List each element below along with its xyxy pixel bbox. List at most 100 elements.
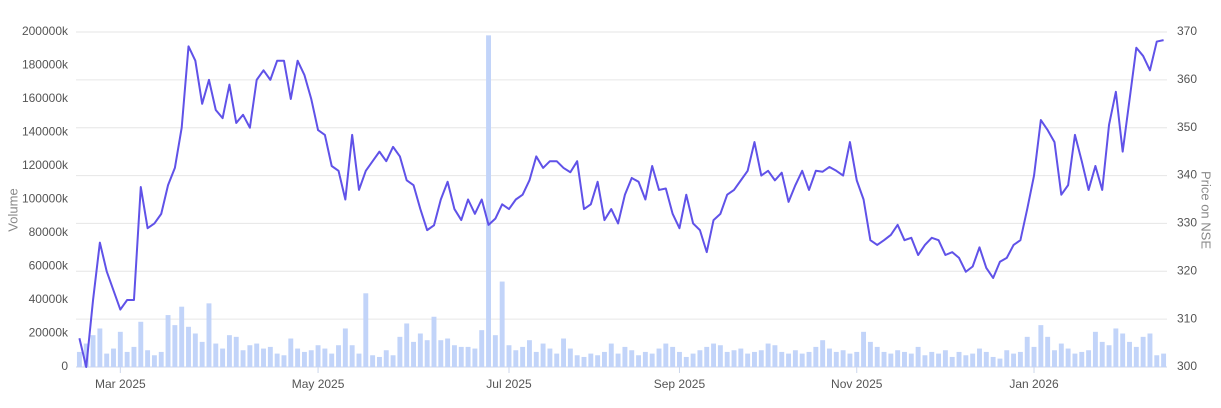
volume-bar bbox=[281, 355, 287, 367]
volume-bar bbox=[417, 333, 423, 367]
volume-bar bbox=[308, 350, 314, 367]
volume-bar bbox=[1127, 341, 1132, 367]
volume-bar bbox=[949, 356, 955, 367]
volume-bar bbox=[561, 338, 566, 367]
volume-bar bbox=[220, 348, 226, 367]
volume-bar bbox=[1133, 346, 1139, 367]
volume-bar bbox=[533, 351, 539, 367]
volume-bar bbox=[990, 356, 996, 367]
volume-bar bbox=[1113, 328, 1119, 367]
y-tick-label: 160000k bbox=[22, 91, 69, 105]
volume-bar bbox=[1052, 350, 1057, 367]
y2-tick-label: 360 bbox=[1177, 72, 1197, 86]
volume-bar bbox=[717, 345, 723, 367]
volume-bar bbox=[581, 356, 587, 367]
volume-bar bbox=[267, 346, 273, 367]
volume-bar bbox=[356, 353, 362, 367]
volume-bar bbox=[1161, 353, 1167, 367]
volume-bar bbox=[151, 355, 157, 367]
volume-bar bbox=[1031, 346, 1037, 367]
volume-bar bbox=[329, 353, 335, 367]
x-tick-label: Jan 2026 bbox=[1009, 377, 1059, 391]
volume-bar bbox=[854, 351, 860, 367]
volume-bar bbox=[799, 353, 805, 367]
volume-bar bbox=[479, 330, 485, 367]
volume-bar bbox=[1038, 325, 1044, 367]
volume-bar bbox=[554, 353, 560, 367]
y-tick-label: 40000k bbox=[29, 292, 69, 306]
volume-bar bbox=[247, 345, 253, 367]
volume-bar bbox=[1079, 351, 1085, 367]
volume-bar bbox=[165, 315, 171, 367]
volume-bar bbox=[465, 346, 471, 367]
volume-bar bbox=[506, 345, 512, 367]
volume-bar bbox=[588, 353, 594, 367]
volume-bar bbox=[111, 348, 116, 367]
y2-tick-label: 350 bbox=[1177, 120, 1197, 134]
volume-bar bbox=[376, 356, 382, 367]
volume-bar bbox=[411, 341, 416, 367]
volume-bar bbox=[867, 341, 873, 367]
volume-bar bbox=[595, 355, 601, 367]
volume-bar bbox=[663, 343, 669, 367]
volume-bar bbox=[90, 335, 96, 367]
x-tick-label: Jul 2025 bbox=[486, 377, 532, 391]
y2-tick-label: 300 bbox=[1177, 359, 1197, 373]
volume-bar bbox=[738, 348, 744, 367]
volume-bar bbox=[526, 340, 532, 367]
volume-bar bbox=[629, 350, 635, 367]
volume-bar bbox=[424, 340, 430, 367]
volume-bar bbox=[615, 353, 621, 367]
y-tick-label: 80000k bbox=[29, 225, 69, 239]
volume-bar bbox=[690, 353, 696, 367]
volume-bar bbox=[540, 343, 546, 367]
volume-bar bbox=[792, 350, 798, 367]
volume-bar bbox=[499, 281, 505, 367]
volume-bar bbox=[963, 355, 969, 367]
y2-axis-title: Price on NSE bbox=[1199, 171, 1214, 249]
volume-bar bbox=[888, 353, 894, 367]
volume-bar bbox=[820, 340, 826, 367]
y2-tick-label: 330 bbox=[1177, 216, 1197, 230]
volume-bar bbox=[649, 353, 655, 367]
volume-bar bbox=[315, 345, 321, 367]
volume-bar bbox=[486, 35, 491, 367]
volume-bar bbox=[608, 343, 614, 367]
volume-bar bbox=[861, 331, 867, 367]
volume-bar bbox=[881, 351, 887, 367]
volume-bar bbox=[656, 348, 662, 367]
volume-bar bbox=[567, 348, 573, 367]
volume-bar bbox=[1024, 336, 1030, 367]
volume-bar bbox=[97, 328, 103, 367]
volume-bar bbox=[472, 348, 478, 367]
volume-bar bbox=[922, 355, 928, 367]
volume-bar bbox=[336, 345, 341, 367]
volume-bar bbox=[513, 350, 519, 367]
volume-bar bbox=[199, 341, 205, 367]
volume-bar bbox=[677, 351, 682, 367]
volume-bar bbox=[383, 350, 389, 367]
volume-bar bbox=[758, 350, 764, 367]
volume-bar bbox=[683, 356, 689, 367]
y-axis-title: Volume bbox=[5, 188, 20, 231]
volume-bar bbox=[349, 345, 355, 367]
volume-bar bbox=[186, 326, 191, 367]
volume-bar bbox=[1099, 341, 1105, 367]
y-tick-label: 0 bbox=[61, 359, 68, 373]
y-tick-label: 180000k bbox=[22, 58, 69, 72]
volume-bar bbox=[83, 343, 89, 367]
volume-bar bbox=[370, 355, 376, 367]
volume-bar bbox=[752, 351, 757, 367]
y2-tick-label: 310 bbox=[1177, 311, 1197, 325]
volume-bar bbox=[929, 351, 935, 367]
volume-bar bbox=[1011, 353, 1017, 367]
volume-bar bbox=[124, 351, 130, 367]
volume-bar bbox=[254, 343, 260, 367]
volume-bar bbox=[342, 328, 348, 367]
volume-bar bbox=[520, 346, 526, 367]
volume-bar bbox=[117, 331, 123, 367]
volume-bar bbox=[206, 303, 212, 367]
volume-bar bbox=[601, 351, 607, 367]
volume-bar bbox=[1065, 348, 1071, 367]
x-tick-label: May 2025 bbox=[292, 377, 345, 391]
